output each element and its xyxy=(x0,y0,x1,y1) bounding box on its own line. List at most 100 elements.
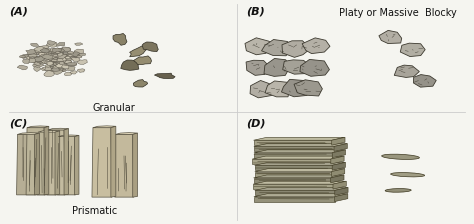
Polygon shape xyxy=(255,187,348,190)
Polygon shape xyxy=(55,56,66,60)
Polygon shape xyxy=(254,197,335,202)
Polygon shape xyxy=(43,59,55,64)
Polygon shape xyxy=(18,133,39,134)
Polygon shape xyxy=(47,54,55,58)
Polygon shape xyxy=(36,52,43,55)
Polygon shape xyxy=(70,56,78,59)
Polygon shape xyxy=(17,65,27,70)
Polygon shape xyxy=(252,159,331,164)
Polygon shape xyxy=(27,126,49,128)
Polygon shape xyxy=(254,140,332,145)
Polygon shape xyxy=(93,126,116,128)
Polygon shape xyxy=(32,58,42,62)
Polygon shape xyxy=(38,49,43,52)
Polygon shape xyxy=(46,42,57,47)
Polygon shape xyxy=(333,181,346,189)
Polygon shape xyxy=(335,194,348,202)
Polygon shape xyxy=(56,54,64,57)
Polygon shape xyxy=(51,59,59,63)
Polygon shape xyxy=(253,181,346,184)
Polygon shape xyxy=(19,55,25,58)
Polygon shape xyxy=(331,156,344,164)
Polygon shape xyxy=(47,56,56,60)
Polygon shape xyxy=(400,43,425,56)
Polygon shape xyxy=(53,58,58,60)
Polygon shape xyxy=(332,137,345,145)
Polygon shape xyxy=(74,135,79,195)
Polygon shape xyxy=(56,62,62,66)
Polygon shape xyxy=(46,48,51,51)
Polygon shape xyxy=(44,71,54,77)
Text: (D): (D) xyxy=(246,119,266,129)
Polygon shape xyxy=(29,56,39,61)
Polygon shape xyxy=(133,133,137,197)
Polygon shape xyxy=(55,56,60,59)
Polygon shape xyxy=(46,56,55,61)
Polygon shape xyxy=(51,56,57,60)
Text: (C): (C) xyxy=(9,119,28,129)
Polygon shape xyxy=(65,60,72,63)
Polygon shape xyxy=(48,55,55,59)
Polygon shape xyxy=(56,50,64,54)
Polygon shape xyxy=(66,62,77,66)
Polygon shape xyxy=(48,54,56,57)
Polygon shape xyxy=(48,128,69,130)
Polygon shape xyxy=(42,67,52,71)
Polygon shape xyxy=(63,64,69,67)
Polygon shape xyxy=(253,184,333,189)
Polygon shape xyxy=(34,62,40,65)
Polygon shape xyxy=(66,52,73,55)
Text: Platy or Massive: Platy or Massive xyxy=(339,9,419,18)
Polygon shape xyxy=(45,58,54,61)
Polygon shape xyxy=(64,55,76,60)
Polygon shape xyxy=(56,43,65,46)
Polygon shape xyxy=(52,52,61,56)
Polygon shape xyxy=(43,57,54,62)
Polygon shape xyxy=(52,57,57,60)
Polygon shape xyxy=(282,41,310,57)
Ellipse shape xyxy=(382,154,419,159)
Polygon shape xyxy=(254,175,344,178)
Polygon shape xyxy=(35,63,40,65)
Polygon shape xyxy=(17,134,36,195)
Polygon shape xyxy=(38,130,60,132)
Polygon shape xyxy=(77,69,85,73)
Text: (B): (B) xyxy=(246,7,265,17)
Polygon shape xyxy=(49,56,58,60)
Polygon shape xyxy=(133,80,147,87)
Polygon shape xyxy=(116,133,137,134)
Polygon shape xyxy=(115,134,134,197)
Polygon shape xyxy=(55,63,66,68)
Polygon shape xyxy=(302,38,330,54)
Polygon shape xyxy=(51,57,60,59)
Polygon shape xyxy=(54,56,65,61)
Polygon shape xyxy=(54,60,62,64)
Polygon shape xyxy=(250,80,277,98)
Polygon shape xyxy=(48,57,56,61)
Polygon shape xyxy=(76,55,82,58)
Polygon shape xyxy=(42,58,52,62)
Polygon shape xyxy=(92,128,112,197)
Polygon shape xyxy=(35,56,45,61)
Polygon shape xyxy=(31,59,41,64)
Polygon shape xyxy=(34,67,41,71)
Polygon shape xyxy=(49,54,60,59)
Polygon shape xyxy=(63,60,72,64)
Polygon shape xyxy=(255,190,335,195)
Polygon shape xyxy=(60,55,68,58)
Polygon shape xyxy=(77,60,87,65)
Polygon shape xyxy=(33,52,41,55)
Polygon shape xyxy=(55,58,59,60)
Polygon shape xyxy=(52,48,62,53)
Polygon shape xyxy=(51,60,56,63)
Polygon shape xyxy=(51,68,60,71)
Polygon shape xyxy=(282,79,310,97)
Polygon shape xyxy=(45,67,53,71)
Polygon shape xyxy=(74,43,83,45)
Polygon shape xyxy=(44,55,52,60)
Polygon shape xyxy=(44,126,49,195)
Polygon shape xyxy=(35,133,39,195)
Polygon shape xyxy=(413,75,436,87)
Polygon shape xyxy=(33,50,40,53)
Polygon shape xyxy=(300,59,329,76)
